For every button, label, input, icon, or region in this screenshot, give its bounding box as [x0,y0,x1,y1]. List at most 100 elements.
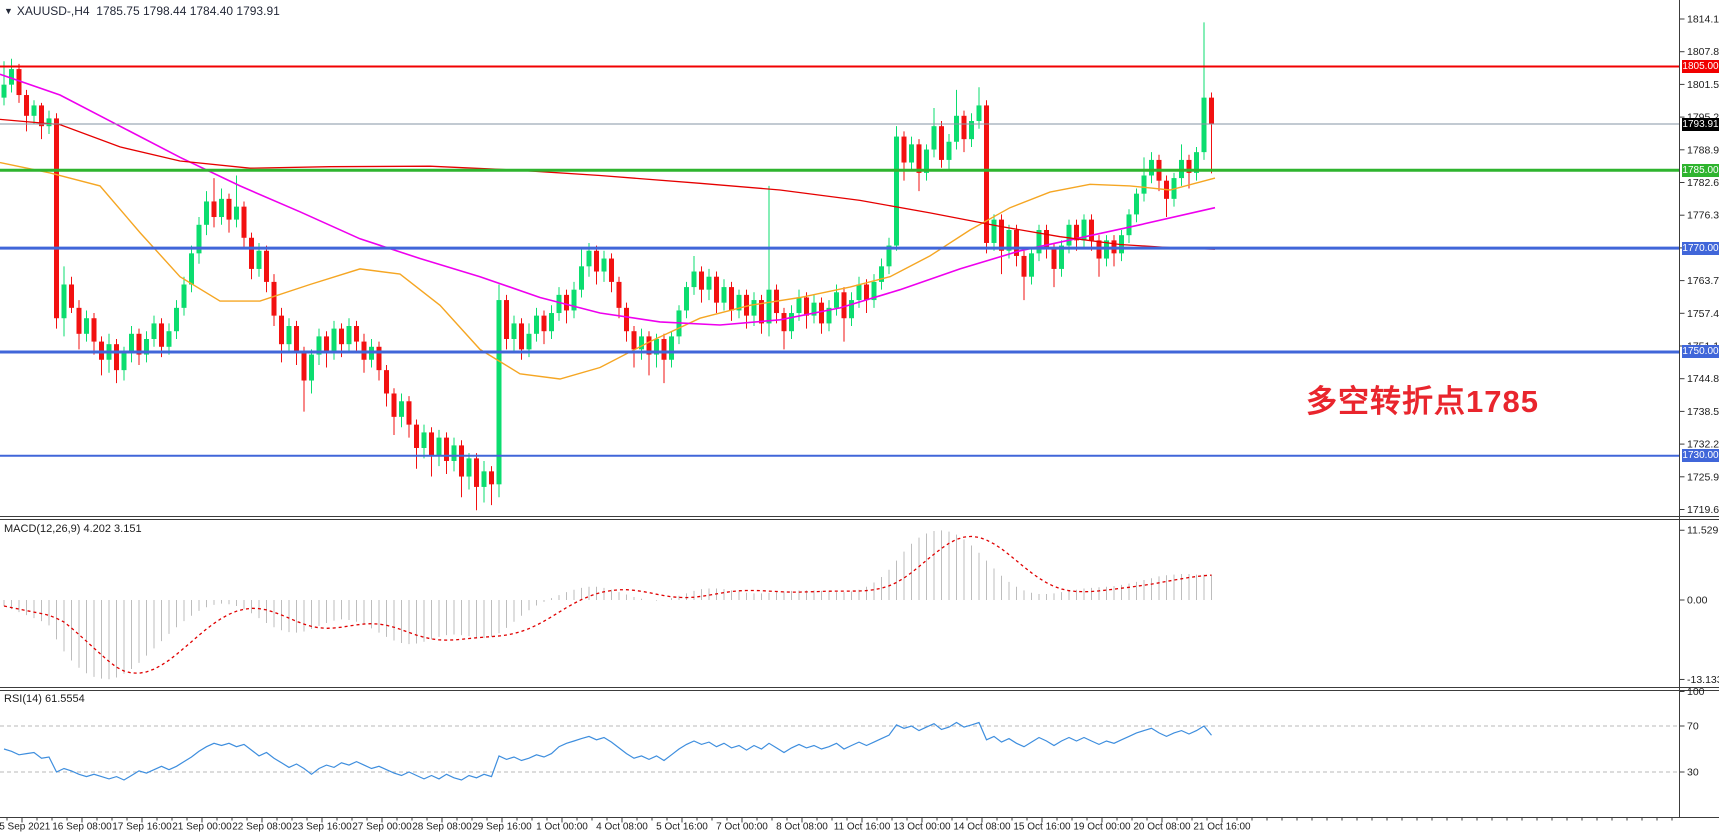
candle-body [901,136,907,163]
time-label: 13 Oct 00:00 [893,822,951,832]
candle-body [174,307,179,332]
candle-body [249,237,254,269]
candle-body [669,336,674,360]
candle-body [54,118,59,319]
candle-body [946,141,952,160]
time-label: 27 Sep 00:00 [352,822,412,832]
candle-body [459,445,464,477]
price-tick-label: 1744.85 [1687,373,1719,385]
candle-body [406,401,412,425]
candle-body [564,294,569,311]
price-label-1750.00: 1750.00 [1682,345,1719,359]
candle-body [1186,159,1192,173]
candle-body [796,297,802,314]
candle-body [1036,229,1042,254]
price-tick-label: 1782.65 [1687,177,1719,189]
rsi-scale-label: 70 [1687,721,1699,733]
candle-body [309,354,314,381]
candle-body [421,432,427,448]
candle-body [39,105,44,127]
candle-body [729,287,734,311]
time-label: 21 Oct 16:00 [1193,822,1251,832]
price-label-1793.91: 1793.91 [1682,117,1719,131]
candle-body [879,266,884,282]
candle-body [466,458,472,477]
symbol-period: XAUUSD-,H4 [16,4,90,18]
price-tick-label: 1814.15 [1687,14,1719,26]
candle-body [474,458,479,487]
candle-body [136,333,142,355]
time-label: 4 Oct 08:00 [596,822,648,832]
candle-body [826,307,832,324]
time-label: 1 Oct 00:00 [536,822,588,832]
candle-body [781,313,787,332]
price-tick-label: 1788.95 [1687,144,1719,156]
candle-body [414,424,419,448]
candle-body [391,393,397,417]
candle-body [384,370,389,394]
candle-body [691,271,697,288]
candle-body [84,318,89,334]
candle-body [1006,229,1012,251]
candle-body [69,284,74,308]
time-label: 17 Sep 16:00 [112,822,172,832]
macd-scale-label: -13.133 [1687,674,1719,686]
candle-body [316,336,322,355]
candle-body [429,432,434,456]
candle-body [451,445,457,461]
candle-body [16,69,22,96]
candle-body [954,115,959,142]
candle-body [631,331,637,350]
candle-body [339,328,344,345]
candle-body [624,307,629,332]
candle-body [654,338,659,355]
candle-body [939,126,944,160]
ma-magenta-line [0,73,1216,326]
candle-body [1081,219,1087,241]
candle-body [129,333,134,352]
candle-body [264,250,269,282]
candle-body [909,144,914,163]
candle-body [1,84,7,98]
symbol-dropdown-icon[interactable]: ▼ [4,6,13,16]
candle-body [519,323,524,350]
candle-body [616,281,622,308]
candle-body [61,284,67,319]
candle-body [721,287,727,303]
candle-body [706,276,712,290]
candle-body [256,250,262,269]
time-label: 15 Oct 16:00 [1013,822,1071,832]
candle-body [699,271,704,290]
main-pane[interactable] [0,22,1680,511]
candle-body [294,326,299,352]
candle-body [714,276,719,303]
candle-body [1201,97,1207,153]
rsi-scale-label: 30 [1687,767,1699,779]
macd-pane[interactable] [3,530,1212,680]
quote-header: ▼ XAUUSD-,H4 1785.75 1798.44 1784.40 1793… [4,4,280,18]
time-label: 14 Oct 08:00 [953,822,1011,832]
candle-body [766,289,772,324]
candle-body [481,471,487,487]
candle-body [541,315,547,332]
candle-body [1209,97,1214,125]
time-label: 23 Sep 16:00 [292,822,352,832]
candle-body [841,292,847,319]
price-label-1805.00: 1805.00 [1682,59,1719,73]
candle-body [301,351,307,381]
ohlc-values: 1785.75 1798.44 1784.40 1793.91 [96,4,280,18]
candle-body [496,300,502,485]
candle-body [234,206,239,220]
candle-body [279,315,284,345]
pivot-annotation-text: 多空转折点1785 [1306,384,1539,419]
time-label: 15 Sep 2021 [0,822,51,832]
candle-body [189,253,194,285]
price-label-1730.00: 1730.00 [1682,449,1719,463]
price-tick-label: 1732.25 [1687,439,1719,451]
candle-body [376,346,382,371]
rsi-pane[interactable] [0,721,1680,781]
candle-body [1059,245,1064,269]
